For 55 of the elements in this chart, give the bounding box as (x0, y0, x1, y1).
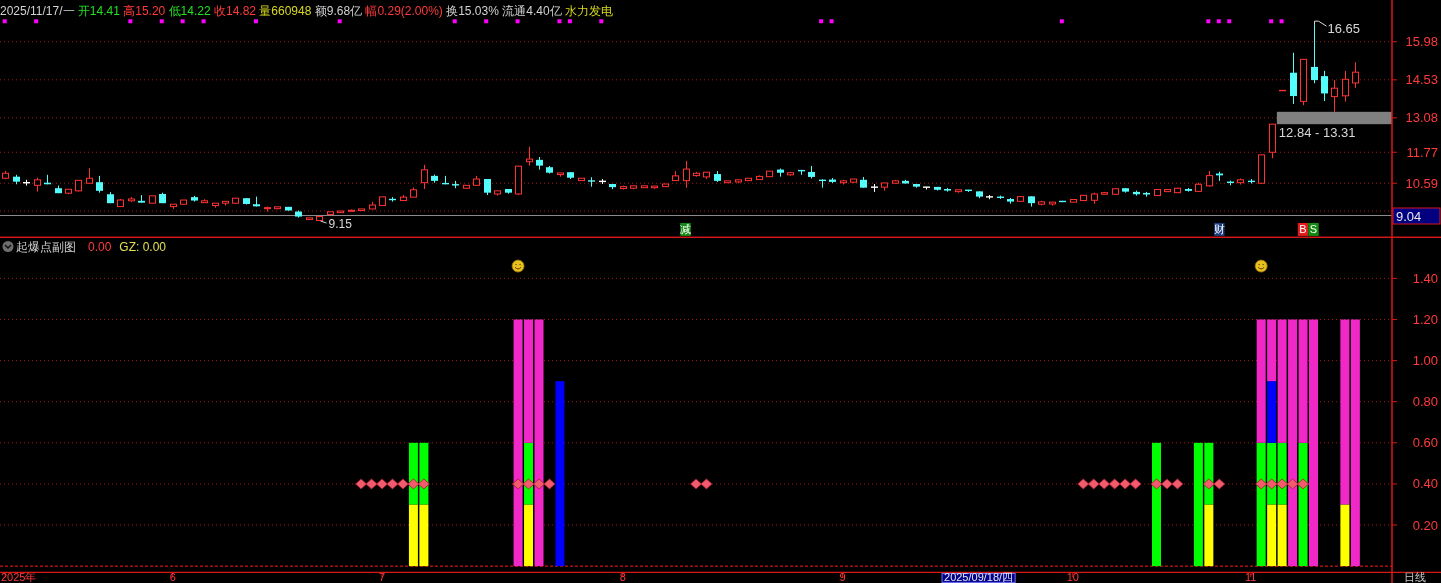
chart-title: 起爆点副图 (16, 240, 76, 254)
data-label: B (1299, 223, 1307, 236)
x-axis-title: 日线 (1404, 571, 1426, 583)
candlestick (1311, 23, 1318, 84)
x-tick-label: 7 (378, 571, 386, 583)
candlestick (1331, 79, 1338, 113)
text: 9.04 (1396, 208, 1422, 224)
bar (555, 381, 565, 567)
y-tick-label: 0.40 (1412, 476, 1438, 492)
candlestick (1342, 70, 1349, 103)
candlestick (1352, 61, 1359, 89)
data-label: 减 (680, 223, 692, 236)
bar (1350, 319, 1360, 567)
band-label: 12.84 - 13.31 (1278, 125, 1356, 141)
candlestick (1321, 70, 1328, 102)
bar (1267, 381, 1277, 443)
bar (534, 319, 544, 567)
y-tick-label: 1.40 (1412, 270, 1438, 286)
candlestick (1290, 52, 1297, 105)
y-tick-label: 11.77 (1406, 144, 1438, 160)
data-label: 财 (1213, 223, 1225, 236)
x-tick-label: 2025年 (1, 571, 37, 583)
y-tick-label: 13.08 (1405, 110, 1438, 126)
y-tick-label: 10.59 (1405, 175, 1438, 191)
y-tick-label: 0.20 (1412, 517, 1438, 533)
bar (1298, 442, 1308, 567)
y-tick-label: 14.53 (1405, 72, 1438, 88)
bar (1340, 319, 1350, 505)
candlestick (683, 160, 690, 189)
x-tick-label: 9 (839, 571, 846, 583)
candlestick (421, 164, 428, 190)
bar (1204, 504, 1214, 567)
x-tick-label: 10 (1066, 571, 1079, 583)
annotation: 16.65 (1327, 21, 1361, 37)
candlestick (526, 146, 533, 167)
x-tick-label: 11 (1245, 571, 1257, 583)
annotation: 9.15 (328, 217, 353, 232)
y-tick-label: 0.80 (1412, 394, 1438, 410)
annotation: GZ: 0.00 (119, 240, 167, 254)
y-tick-label: 1.00 (1412, 353, 1438, 369)
x-tick-label: 2025/09/18/四 (944, 571, 1014, 583)
y-tick-label: 1.20 (1412, 312, 1438, 328)
y-tick-label: 0.60 (1412, 435, 1438, 451)
annotation: 0.00 (88, 240, 112, 254)
bar (1267, 504, 1277, 567)
chart-title: 2025/11/17/一 开14.41 高15.20 低14.22 收14.82 量660948 额9.68亿 幅0.29(2.00%) 换15.03% 流通4.40亿 水力发电 (0, 4, 613, 18)
bar (1152, 442, 1162, 567)
data-label: S (1309, 223, 1318, 236)
bar (524, 504, 534, 567)
x-tick-label: 8 (619, 571, 626, 583)
bar (1277, 504, 1287, 567)
candlestick (923, 186, 930, 191)
x-tick-label: 6 (169, 571, 176, 583)
bar (1340, 504, 1350, 567)
y-tick-label: 15.98 (1405, 34, 1438, 50)
